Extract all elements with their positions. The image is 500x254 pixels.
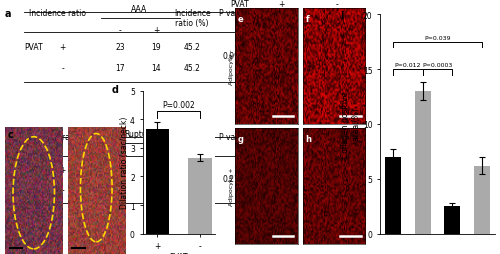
Text: PVAT: PVAT <box>24 165 43 174</box>
Text: h: h <box>306 134 312 143</box>
Text: P=0.002: P=0.002 <box>162 100 195 109</box>
Text: 23: 23 <box>116 42 125 51</box>
Text: 0.995: 0.995 <box>222 52 244 61</box>
Text: i: i <box>340 11 343 21</box>
Text: +: + <box>153 26 160 35</box>
Text: -: - <box>61 64 64 72</box>
Text: 45.2: 45.2 <box>184 42 200 51</box>
Text: P=0.012: P=0.012 <box>395 63 421 68</box>
Text: P value: P value <box>219 133 247 142</box>
Text: 0: 0 <box>190 185 194 194</box>
Text: +: + <box>278 0 285 9</box>
Text: P=0.0003: P=0.0003 <box>422 63 452 68</box>
Text: -: - <box>336 0 338 9</box>
Text: 0.210: 0.210 <box>222 174 244 183</box>
Text: AAA: AAA <box>132 5 148 14</box>
Text: PVAT: PVAT <box>24 42 43 51</box>
Bar <box>474 166 490 234</box>
Bar <box>188 158 212 234</box>
Text: 0: 0 <box>154 185 158 194</box>
Text: a: a <box>5 9 12 19</box>
Text: Incidence
ratio (%): Incidence ratio (%) <box>174 9 210 28</box>
Text: 17: 17 <box>116 165 125 174</box>
Text: Adipocyte +: Adipocyte + <box>230 167 234 205</box>
Text: 17: 17 <box>116 64 125 72</box>
Bar <box>385 157 402 234</box>
Text: 2: 2 <box>154 165 158 174</box>
Text: c: c <box>8 130 13 139</box>
Text: e: e <box>238 15 244 24</box>
Text: PVAT: PVAT <box>170 252 188 254</box>
Text: P value: P value <box>219 9 247 18</box>
Text: f: f <box>306 15 310 24</box>
Bar <box>414 92 431 234</box>
Y-axis label: Collagen positive
area (%): Collagen positive area (%) <box>341 91 361 157</box>
Bar <box>444 206 460 234</box>
Text: PVAT: PVAT <box>230 0 249 9</box>
Text: 14: 14 <box>116 185 125 194</box>
Text: +: + <box>60 42 66 51</box>
Text: -: - <box>119 26 122 35</box>
Text: Adipocyte -: Adipocyte - <box>230 49 234 84</box>
Text: -: - <box>119 150 122 158</box>
Text: +: + <box>60 165 66 174</box>
Text: -: - <box>61 185 64 194</box>
Text: +: + <box>153 150 160 158</box>
Text: 45.2: 45.2 <box>184 64 200 72</box>
Text: d: d <box>112 84 119 94</box>
Text: 10.5: 10.5 <box>184 165 200 174</box>
Y-axis label: Dilation ratio (sac/neck): Dilation ratio (sac/neck) <box>120 117 128 209</box>
Text: 14: 14 <box>152 64 161 72</box>
Text: Incidence ratio: Incidence ratio <box>29 9 86 18</box>
Text: Rupture
ratio (%): Rupture ratio (%) <box>176 133 209 152</box>
Text: P=0.039: P=0.039 <box>424 36 451 41</box>
Text: b: b <box>5 133 12 143</box>
Text: Rupture: Rupture <box>124 130 154 138</box>
Text: 19: 19 <box>152 42 161 51</box>
Text: g: g <box>238 134 244 143</box>
Text: Rupture ratio: Rupture ratio <box>29 133 80 142</box>
Bar <box>146 130 169 234</box>
